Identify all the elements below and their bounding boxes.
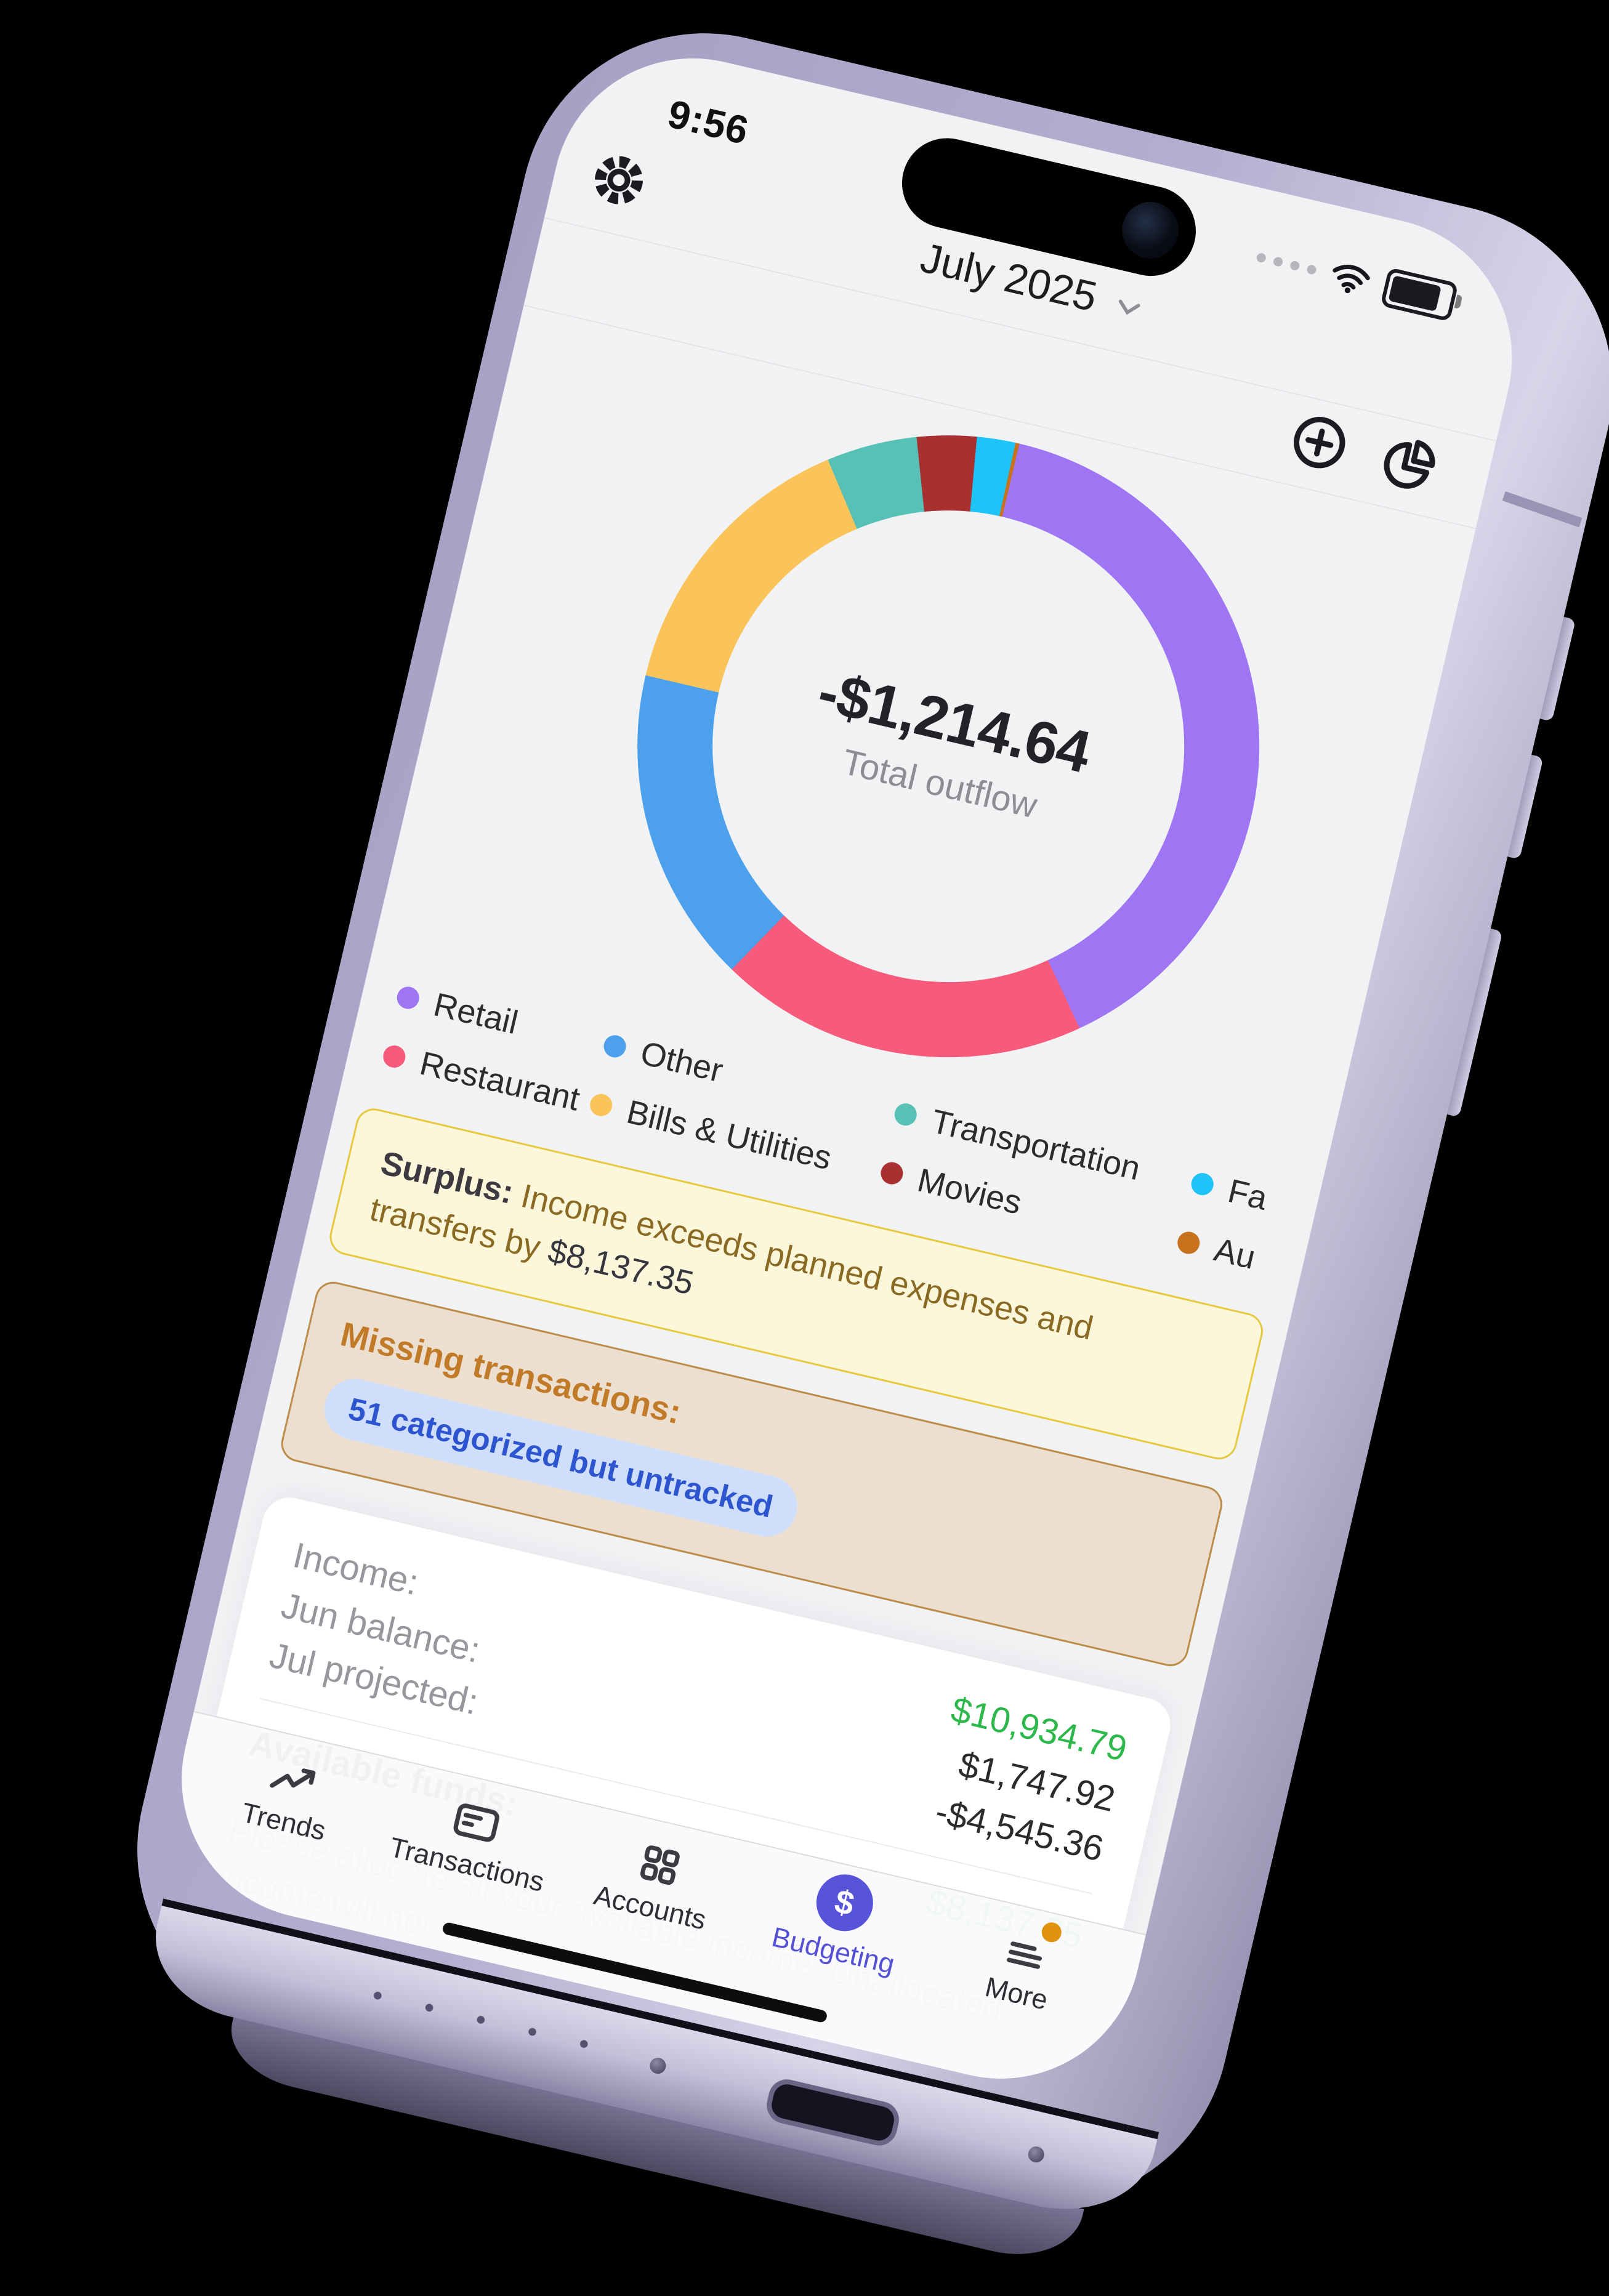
grid-icon <box>632 1831 689 1893</box>
tab-accounts[interactable]: Accounts <box>538 1815 759 2017</box>
legend-dot <box>1189 1170 1216 1198</box>
chart-center-label: -$1,214.64 Total outflow <box>575 373 1322 1120</box>
dollar-circle-icon: $ <box>810 1868 879 1937</box>
tab-bar: Trends Transactions <box>153 1710 1147 2107</box>
tab-transactions[interactable]: Transactions <box>355 1771 575 1974</box>
screw <box>648 2056 667 2076</box>
tab-more[interactable]: More <box>905 1900 1125 2103</box>
legend-dot <box>395 984 422 1012</box>
phone-screen: 9:56 <box>153 30 1541 2107</box>
chart-toolbar <box>1284 408 1444 498</box>
status-icons <box>1252 237 1459 322</box>
power-button <box>1441 927 1503 1118</box>
legend-dot <box>587 1092 615 1119</box>
legend-dot <box>601 1033 629 1060</box>
legend-dot <box>1175 1229 1202 1257</box>
background: 9:56 <box>0 0 1609 1997</box>
settings-gear-icon[interactable] <box>583 145 654 216</box>
legend-item-au-truncated: Au <box>1174 1222 1275 1281</box>
volume-down-button <box>1501 753 1544 860</box>
volume-up-button <box>1534 615 1576 722</box>
month-selector[interactable]: July 2025 <box>550 148 1513 418</box>
menu-lines-icon <box>999 1917 1064 1979</box>
status-time: 9:56 <box>663 91 753 153</box>
credit-card-icon <box>448 1787 508 1850</box>
chevron-down-icon <box>1115 297 1142 318</box>
antenna-seam <box>1502 491 1583 528</box>
cellular-signal-icon <box>1256 252 1318 275</box>
front-camera <box>1116 196 1185 265</box>
wifi-icon <box>1327 259 1374 298</box>
donut-chart[interactable]: -$1,214.64 Total outflow <box>575 373 1323 1121</box>
trending-up-icon <box>265 1744 324 1807</box>
phone-mockup: 9:56 <box>128 5 1583 2270</box>
legend-item-fa-truncated: Fa <box>1187 1163 1289 1222</box>
speaker-holes <box>350 1982 613 2058</box>
battery-icon <box>1380 267 1459 322</box>
legend-dot <box>878 1159 906 1187</box>
screw <box>1026 2145 1046 2164</box>
legend-dot <box>892 1101 919 1128</box>
legend-dot <box>381 1043 408 1070</box>
pie-chart-toggle-button[interactable] <box>1374 429 1444 498</box>
tab-trends[interactable]: Trends <box>171 1728 392 1931</box>
add-budget-button[interactable] <box>1284 408 1354 477</box>
tab-budgeting[interactable]: $ Budgeting <box>721 1857 942 2060</box>
usb-c-port <box>762 2076 903 2149</box>
